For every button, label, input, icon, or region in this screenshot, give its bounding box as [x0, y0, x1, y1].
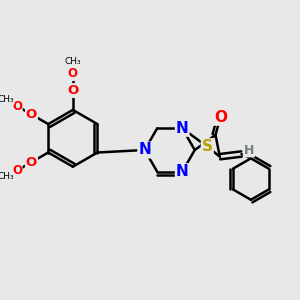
Text: S: S	[202, 139, 213, 154]
Text: O: O	[67, 84, 79, 97]
Text: O: O	[26, 108, 37, 121]
Text: CH₃: CH₃	[0, 95, 14, 104]
Text: O: O	[26, 156, 37, 169]
Text: N: N	[176, 164, 189, 179]
Text: O: O	[214, 110, 227, 125]
Text: O: O	[68, 67, 78, 80]
Text: O: O	[12, 164, 22, 177]
Text: O: O	[12, 100, 22, 112]
Text: CH₃: CH₃	[0, 172, 14, 182]
Text: CH₃: CH₃	[64, 57, 81, 66]
Text: N: N	[138, 142, 151, 158]
Text: N: N	[176, 121, 189, 136]
Text: H: H	[244, 143, 254, 157]
